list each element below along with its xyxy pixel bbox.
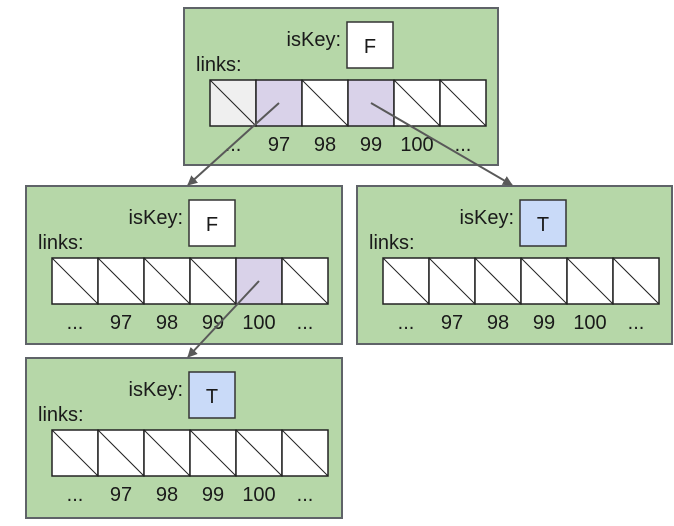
null-link-slash [566,257,614,305]
link-index-label: ... [297,484,314,506]
null-link-slash [520,257,568,305]
is-key-value: F [364,36,376,58]
is-key-label: isKey: [460,207,514,229]
null-link-slash [281,257,329,305]
link-index-label: 98 [487,312,509,334]
null-link-slash [97,429,145,477]
is-key-box [188,199,236,247]
null-link-slash [143,257,191,305]
link-index-label: 99 [202,312,224,334]
null-link-slash [474,257,522,305]
link-index-label: ... [297,312,314,334]
null-link-slash [235,429,283,477]
link-index-label: 97 [110,312,132,334]
is-key-value: T [206,386,218,408]
link-index-label: 100 [573,312,606,334]
null-link-slash [382,257,430,305]
null-link-slash [281,429,329,477]
null-link-slash [51,257,99,305]
null-link-slash [301,79,349,127]
links-label: links: [38,232,84,254]
link-index-label: ... [67,312,84,334]
null-link-slash [612,257,660,305]
link-index-label: 99 [202,484,224,506]
trie-node-root: isKey:Flinks:...979899100... [183,7,499,166]
link-index-label: 98 [314,134,336,156]
is-key-box [519,199,567,247]
null-link-slash [209,79,257,127]
links-label: links: [369,232,415,254]
link-index-label: ... [628,312,645,334]
null-link-slash [51,429,99,477]
null-link-slash [393,79,441,127]
link-index-label: 97 [110,484,132,506]
links-label: links: [196,54,242,76]
link-index-label: 98 [156,312,178,334]
null-link-slash [189,429,237,477]
is-key-value: F [206,214,218,236]
link-arrow-root-to-child-c [370,102,513,186]
links-label: links: [38,404,84,426]
null-link-slash [97,257,145,305]
link-arrow-root-to-child-a [187,102,280,186]
link-index-label: 100 [400,134,433,156]
is-key-label: isKey: [287,29,341,51]
link-index-label: 97 [268,134,290,156]
link-index-label: 100 [242,484,275,506]
is-key-label: isKey: [129,379,183,401]
link-index-label: ... [398,312,415,334]
null-link-slash [428,257,476,305]
link-index-label: 100 [242,312,275,334]
link-index-label: ... [455,134,472,156]
link-arrow-child-a-to-grandchild-ad [187,280,260,358]
null-link-slash [439,79,487,127]
link-index-label: 98 [156,484,178,506]
is-key-box [346,21,394,69]
is-key-value: T [537,214,549,236]
null-link-slash [189,257,237,305]
link-index-label: ... [67,484,84,506]
link-index-label: 99 [360,134,382,156]
null-link-slash [143,429,191,477]
is-key-label: isKey: [129,207,183,229]
link-index-label: 97 [441,312,463,334]
is-key-box [188,371,236,419]
link-index-label: 99 [533,312,555,334]
